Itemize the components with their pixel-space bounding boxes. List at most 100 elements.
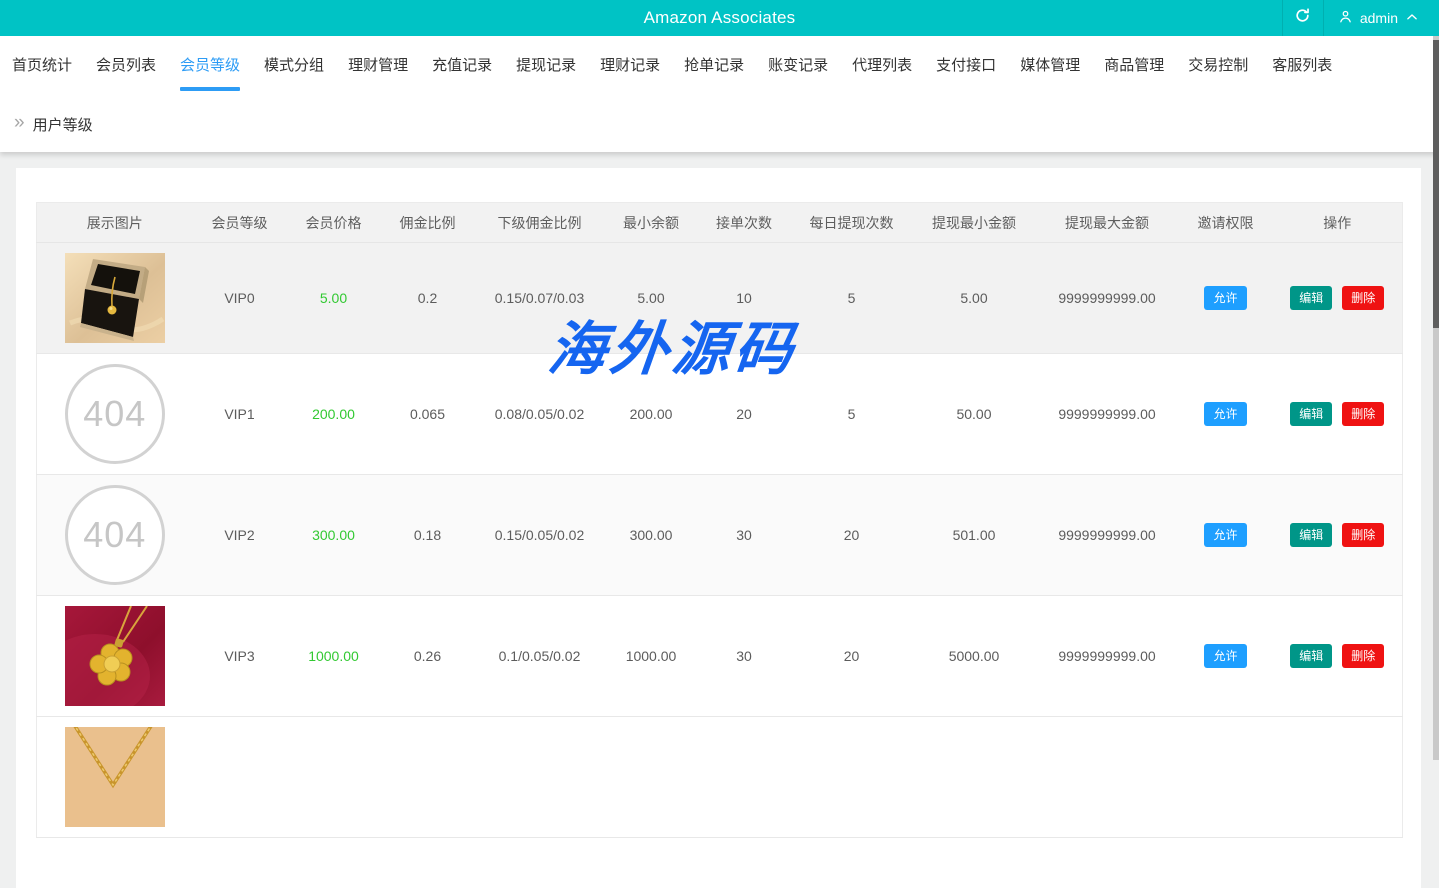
product-image-cell: 404 [37,475,193,596]
cell-min-withdraw [913,717,1036,838]
scrollbar-thumb[interactable] [1433,40,1439,328]
cell-member-level: VIP2 [193,475,287,596]
cell-daily-withdraw-count: 5 [791,354,913,475]
nav-item-理财管理[interactable]: 理财管理 [348,36,408,96]
cell-member-price [287,717,381,838]
edit-button[interactable]: 编辑 [1290,644,1332,668]
image-404-text: 404 [83,393,146,435]
cell-commission-ratio: 0.18 [381,475,475,596]
nav-item-商品管理[interactable]: 商品管理 [1104,36,1164,96]
nav-item-模式分组[interactable]: 模式分组 [264,36,324,96]
user-icon [1338,9,1353,27]
column-header: 展示图片 [37,203,193,243]
nav-item-媒体管理[interactable]: 媒体管理 [1020,36,1080,96]
chevron-up-icon [1405,10,1419,27]
product-image-cell [37,596,193,717]
cell-sub-commission-ratio: 0.15/0.05/0.02 [475,475,605,596]
cell-actions [1273,717,1403,838]
product-image-cell [37,243,193,354]
edit-button[interactable]: 编辑 [1290,286,1332,310]
column-header: 提现最大金额 [1036,203,1179,243]
delete-button[interactable]: 删除 [1342,644,1384,668]
invite-allow-button[interactable]: 允许 [1204,402,1246,426]
image-404-placeholder: 404 [65,364,165,464]
main-nav: 首页统计会员列表会员等级模式分组理财管理充值记录提现记录理财记录抢单记录账变记录… [0,36,1439,96]
cell-member-level: VIP1 [193,354,287,475]
vertical-scrollbar[interactable] [1433,36,1439,760]
topbar-right-cluster: admin [1282,0,1435,36]
cell-daily-withdraw-count: 20 [791,475,913,596]
product-image-cell [37,717,193,838]
cell-min-balance: 300.00 [605,475,698,596]
table-card: 展示图片会员等级会员价格佣金比例下级佣金比例最小余额接单次数每日提现次数提现最小… [16,168,1421,888]
cell-order-count: 10 [698,243,791,354]
product-image [65,606,165,706]
nav-item-支付接口[interactable]: 支付接口 [936,36,996,96]
edit-button[interactable]: 编辑 [1290,523,1332,547]
cell-member-level: VIP3 [193,596,287,717]
column-header: 每日提现次数 [791,203,913,243]
breadcrumb: » 用户等级 [0,96,1439,152]
nav-item-账变记录[interactable]: 账变记录 [768,36,828,96]
top-header-bar: Amazon Associates admin [0,0,1439,36]
cell-order-count [698,717,791,838]
cell-invite-permission: 允许 [1179,475,1273,596]
product-image-cell: 404 [37,354,193,475]
page-content: 展示图片会员等级会员价格佣金比例下级佣金比例最小余额接单次数每日提现次数提现最小… [0,152,1439,760]
invite-allow-button[interactable]: 允许 [1204,523,1246,547]
table-header-row: 展示图片会员等级会员价格佣金比例下级佣金比例最小余额接单次数每日提现次数提现最小… [37,203,1403,243]
delete-button[interactable]: 删除 [1342,286,1384,310]
nav-item-首页统计[interactable]: 首页统计 [12,36,72,96]
double-chevron-icon: » [14,113,25,135]
nav-item-会员列表[interactable]: 会员列表 [96,36,156,96]
cell-min-balance: 1000.00 [605,596,698,717]
cell-sub-commission-ratio [475,717,605,838]
user-menu[interactable]: admin [1324,0,1435,36]
image-404-text: 404 [83,514,146,556]
invite-allow-button[interactable]: 允许 [1204,286,1246,310]
delete-button[interactable]: 删除 [1342,523,1384,547]
cell-sub-commission-ratio: 0.1/0.05/0.02 [475,596,605,717]
cell-actions: 编辑删除 [1273,475,1403,596]
cell-min-balance: 200.00 [605,354,698,475]
cell-actions: 编辑删除 [1273,243,1403,354]
delete-button[interactable]: 删除 [1342,402,1384,426]
app-title: Amazon Associates [644,8,796,28]
image-404-placeholder: 404 [65,485,165,585]
cell-daily-withdraw-count: 5 [791,243,913,354]
column-header: 会员等级 [193,203,287,243]
nav-item-代理列表[interactable]: 代理列表 [852,36,912,96]
invite-allow-button[interactable]: 允许 [1204,644,1246,668]
nav-item-抢单记录[interactable]: 抢单记录 [684,36,744,96]
column-header: 邀请权限 [1179,203,1273,243]
column-header: 接单次数 [698,203,791,243]
cell-sub-commission-ratio: 0.08/0.05/0.02 [475,354,605,475]
nav-item-会员等级[interactable]: 会员等级 [180,36,240,96]
cell-order-count: 20 [698,354,791,475]
column-header: 会员价格 [287,203,381,243]
nav-item-提现记录[interactable]: 提现记录 [516,36,576,96]
refresh-button[interactable] [1282,0,1324,36]
nav-item-充值记录[interactable]: 充值记录 [432,36,492,96]
cell-min-withdraw: 5000.00 [913,596,1036,717]
refresh-icon [1294,7,1311,29]
cell-daily-withdraw-count: 20 [791,596,913,717]
table-row [37,717,1403,838]
column-header: 佣金比例 [381,203,475,243]
nav-item-客服列表[interactable]: 客服列表 [1272,36,1332,96]
nav-item-理财记录[interactable]: 理财记录 [600,36,660,96]
cell-actions: 编辑删除 [1273,354,1403,475]
column-header: 最小余额 [605,203,698,243]
cell-min-balance: 5.00 [605,243,698,354]
cell-max-withdraw: 9999999999.00 [1036,596,1179,717]
cell-actions: 编辑删除 [1273,596,1403,717]
nav-item-交易控制[interactable]: 交易控制 [1188,36,1248,96]
cell-min-withdraw: 5.00 [913,243,1036,354]
cell-min-balance [605,717,698,838]
edit-button[interactable]: 编辑 [1290,402,1332,426]
cell-daily-withdraw-count [791,717,913,838]
cell-member-level: VIP0 [193,243,287,354]
